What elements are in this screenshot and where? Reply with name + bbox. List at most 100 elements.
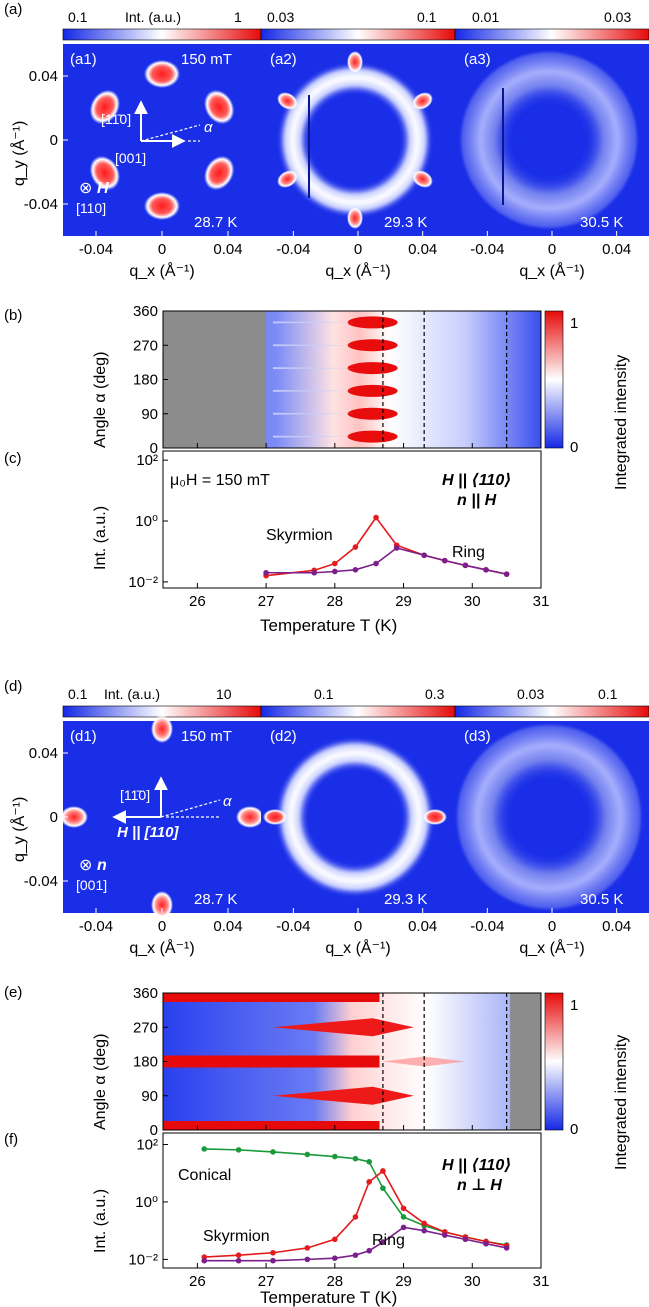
map-d2: (d2) 29.3 K xyxy=(261,721,455,913)
y-tick-label: 90 xyxy=(141,1088,158,1105)
diffraction-spot xyxy=(277,170,298,188)
y-tick-label: 10⁻² xyxy=(128,574,158,591)
alpha-line xyxy=(140,124,201,142)
skyrmion-tail xyxy=(272,412,356,415)
cb-min: 0.03 xyxy=(517,686,544,702)
y-tick-label: 10² xyxy=(136,1136,158,1153)
y-axis-label: Angle α (deg) xyxy=(92,1034,109,1130)
chart-f: 26 27 28 29 30 31 10⁻² 10⁰ 10² Conical Skyrmion Rin… xyxy=(128,1136,549,1290)
series-label-ring: Ring xyxy=(372,1232,405,1249)
y-tick-label: 360 xyxy=(133,985,158,1002)
conical-band xyxy=(163,1055,380,1068)
y-tick-label: 270 xyxy=(133,1019,158,1036)
qx-tick-label: -0.04 xyxy=(470,241,504,258)
panel-letter: (d) xyxy=(4,678,22,695)
diffraction-spot xyxy=(204,155,235,191)
qx-axis-label: q_x (Å⁻¹) xyxy=(519,261,584,280)
y-tick-label: 10² xyxy=(136,452,158,469)
panel-letter: (a) xyxy=(4,1,22,18)
field-label: 150 mT xyxy=(181,51,232,68)
cb-label: Int. (a.u.) xyxy=(104,686,160,702)
diffraction-spot xyxy=(60,806,88,828)
panel-letter: (c) xyxy=(4,450,22,467)
normal-vector-label: n xyxy=(97,857,107,874)
colorbar-d2: 0.1 0.3 xyxy=(260,686,456,718)
data-point-ring xyxy=(332,1255,338,1261)
data-point-skyrmion xyxy=(235,1252,242,1258)
map-d1: (d1) 150 mT 28.7 K [11̄0] H || [110] α ⊗… xyxy=(60,715,264,919)
temperature-label: 30.5 K xyxy=(580,214,623,231)
cb-label: Integrated intensity xyxy=(613,1035,630,1170)
data-point-ring xyxy=(235,1257,242,1264)
cb-label: Integrated intensity xyxy=(613,355,630,490)
data-point-conical xyxy=(270,1149,276,1155)
dir-up-label: [11̄0] xyxy=(120,787,150,803)
qy-tick-label: -0.04 xyxy=(24,873,58,890)
data-point-skyrmion xyxy=(421,1220,427,1227)
cb-max: 10 xyxy=(216,686,232,702)
data-point-ring xyxy=(270,1257,276,1264)
diffraction-spot xyxy=(151,715,173,743)
series-label-skyrmion: Skyrmion xyxy=(266,527,333,544)
x-tick-label: 26 xyxy=(189,593,206,610)
skyrmion-streak xyxy=(347,362,398,375)
alpha-line xyxy=(160,799,221,818)
y-tick-label: 10⁻² xyxy=(128,1251,158,1268)
qx-tick-label: 0.04 xyxy=(408,918,437,935)
cb-min: 0 xyxy=(570,1121,578,1138)
subpanel-tag: (a1) xyxy=(70,51,97,68)
colorbar-b: 1 0 Integrated intensity xyxy=(544,310,630,490)
qy-tick-label: 0 xyxy=(50,132,58,149)
qy-axis-label: q_y (Å⁻¹) xyxy=(9,121,28,186)
data-point-skyrmion xyxy=(332,1236,338,1243)
diffraction-spot xyxy=(236,806,264,828)
data-point-ring xyxy=(263,569,269,576)
cb-min: 0.1 xyxy=(68,9,88,25)
field-vector-label: H xyxy=(97,180,109,197)
cb-label: Int. (a.u.) xyxy=(125,9,181,25)
cb-max: 0.1 xyxy=(598,686,618,702)
data-point-ring xyxy=(373,560,379,567)
diffraction-spot xyxy=(423,809,447,825)
data-point-skyrmion xyxy=(366,1179,372,1185)
data-point-ring xyxy=(201,1257,208,1264)
series-label-skyrmion: Skyrmion xyxy=(203,1228,270,1245)
cb-min: 0.03 xyxy=(267,9,294,25)
data-point-ring xyxy=(304,1256,311,1263)
diffraction-spot xyxy=(347,207,363,229)
field-direction-label: H || [110] xyxy=(117,824,179,841)
cb-min: 0.1 xyxy=(68,686,88,702)
diffraction-spot xyxy=(347,51,363,73)
cb-max: 1 xyxy=(234,9,242,25)
qy-tick-label: -0.04 xyxy=(24,196,58,213)
cb-min: 0 xyxy=(570,439,578,456)
data-point-skyrmion xyxy=(332,560,338,567)
ring-feature xyxy=(382,1056,466,1067)
x-tick-label: 29 xyxy=(395,593,412,610)
qx-tick-label: 0.04 xyxy=(213,241,242,258)
qx-tick-label: 0 xyxy=(548,241,556,258)
alpha-label: α xyxy=(223,793,232,810)
panel-b: (b) 0 90 180 270 360 Angle α (deg) 1 0 Integ… xyxy=(4,303,630,490)
conical-band xyxy=(163,1121,380,1130)
data-point-ring xyxy=(393,545,400,551)
angle-map-features: 0 90 180 270 360 xyxy=(133,985,542,1139)
map-d3: (d3) 30.5 K xyxy=(455,721,649,913)
y-tick-label: 180 xyxy=(133,1054,158,1071)
qx-tick-label: 0.04 xyxy=(408,241,437,258)
qx-axis-label: q_x (Å⁻¹) xyxy=(519,938,584,957)
x-axis-label: Temperature T (K) xyxy=(260,1288,397,1307)
dir-right-label: [001] xyxy=(115,150,146,166)
qx-tick-label: -0.04 xyxy=(470,918,504,935)
cb-max: 1 xyxy=(570,315,578,332)
series-label-ring: Ring xyxy=(452,544,485,561)
conical-band xyxy=(163,993,380,1002)
y-tick-label: 10⁰ xyxy=(135,1194,158,1211)
panel-letter: (e) xyxy=(4,984,22,1001)
y-tick-label: 180 xyxy=(133,372,158,389)
subpanel-tag: (a3) xyxy=(464,51,491,68)
temperature-label: 29.3 K xyxy=(384,214,427,231)
diffraction-spot xyxy=(412,92,433,110)
data-point-ring xyxy=(352,566,359,573)
series-line-skyrmion xyxy=(204,1169,507,1258)
